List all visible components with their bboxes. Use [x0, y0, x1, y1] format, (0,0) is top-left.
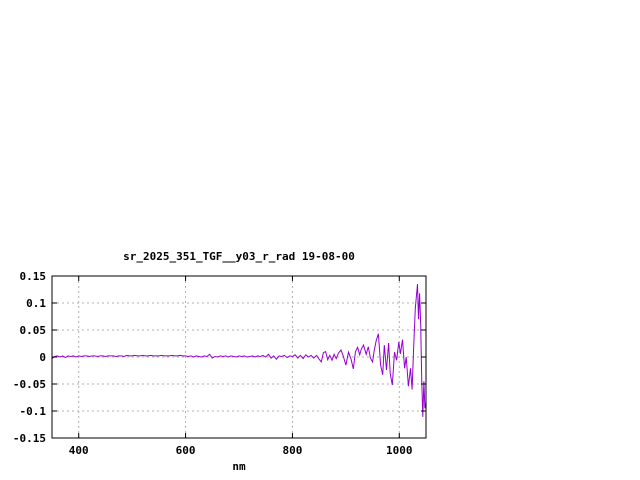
x-tick-label: 800 [282, 444, 302, 457]
y-tick-label: 0.1 [26, 297, 46, 310]
x-tick-label: 1000 [386, 444, 413, 457]
y-tick-label: -0.05 [13, 378, 46, 391]
x-tick-label: 400 [69, 444, 89, 457]
y-tick-label: -0.1 [20, 405, 47, 418]
data-line [51, 284, 427, 417]
chart-title: sr_2025_351_TGF__y03_r_rad 19-08-00 [123, 250, 355, 263]
y-tick-label: 0 [39, 351, 46, 364]
y-tick-label: -0.15 [13, 432, 46, 445]
y-tick-label: 0.15 [20, 270, 47, 283]
x-tick-label: 600 [176, 444, 196, 457]
y-tick-label: 0.05 [20, 324, 47, 337]
x-axis-label: nm [232, 460, 246, 473]
